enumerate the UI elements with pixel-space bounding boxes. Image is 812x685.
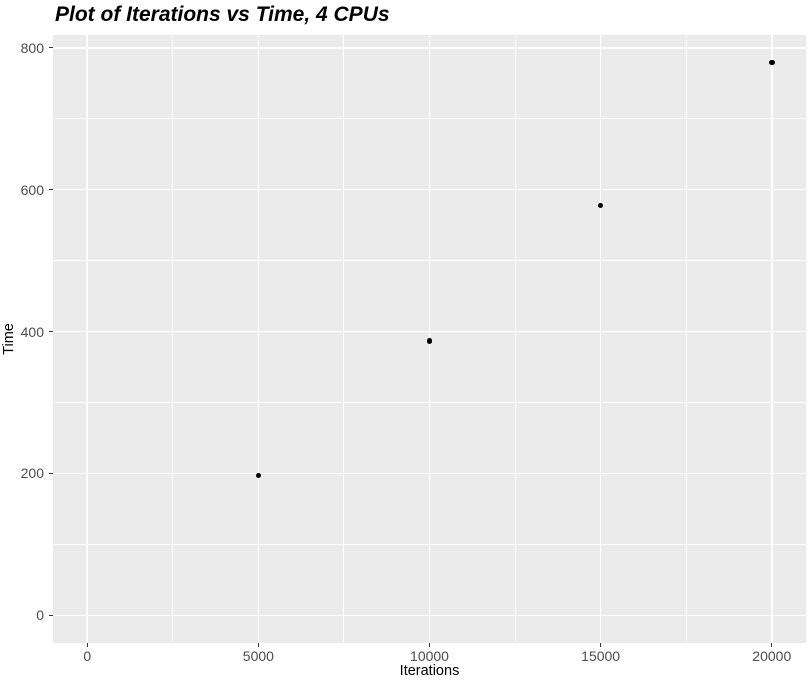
- x-major-gridline: [599, 35, 602, 643]
- y-tick-mark: [49, 189, 53, 191]
- x-axis-title: Iterations: [399, 663, 460, 679]
- x-tick-mark: [428, 643, 431, 647]
- y-tick-mark: [49, 472, 53, 474]
- data-point: [255, 472, 262, 479]
- y-major-gridline: [53, 46, 806, 49]
- y-major-gridline: [53, 330, 806, 333]
- y-tick-label: 0: [36, 607, 44, 624]
- y-tick-label: 400: [20, 323, 44, 340]
- plot-panel: [53, 35, 806, 643]
- y-major-gridline: [53, 472, 806, 475]
- x-tick-label: 15000: [581, 648, 621, 664]
- data-point: [769, 59, 775, 66]
- y-tick-label: 200: [20, 465, 44, 482]
- x-tick-label: 20000: [752, 648, 792, 664]
- x-tick-mark: [257, 643, 259, 647]
- x-tick-mark: [600, 643, 602, 647]
- y-tick-label: 800: [20, 39, 44, 56]
- y-tick-label: 600: [20, 181, 44, 198]
- data-point: [426, 338, 433, 344]
- x-tick-label: 0: [83, 648, 92, 664]
- x-minor-gridline: [685, 35, 687, 643]
- x-tick-mark: [86, 643, 88, 647]
- x-tick-label: 10000: [410, 648, 449, 664]
- x-minor-gridline: [514, 35, 516, 643]
- data-point: [597, 202, 604, 209]
- x-major-gridline: [257, 35, 260, 643]
- x-major-gridline: [770, 35, 773, 643]
- y-tick-mark: [49, 47, 53, 49]
- y-tick-mark: [49, 614, 53, 616]
- x-tick-mark: [771, 643, 773, 647]
- y-major-gridline: [53, 188, 806, 191]
- y-major-gridline: [53, 614, 806, 617]
- x-minor-gridline: [343, 35, 345, 643]
- plot-title: Plot of Iterations vs Time, 4 CPUs: [55, 3, 390, 26]
- y-tick-mark: [49, 331, 53, 333]
- x-major-gridline: [86, 35, 89, 643]
- x-minor-gridline: [172, 35, 174, 643]
- x-tick-label: 5000: [242, 648, 274, 664]
